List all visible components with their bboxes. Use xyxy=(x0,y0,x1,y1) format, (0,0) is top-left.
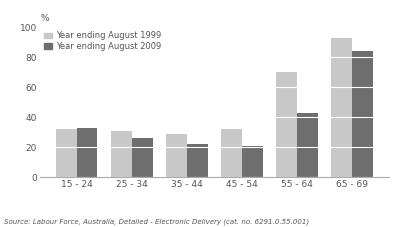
Bar xyxy=(276,72,297,177)
Bar xyxy=(111,131,132,177)
Text: %: % xyxy=(40,14,49,23)
Bar xyxy=(187,144,208,177)
Text: Source: Labour Force, Australia, Detailed - Electronic Delivery (cat. no. 6291.0: Source: Labour Force, Australia, Detaile… xyxy=(4,218,309,225)
Bar xyxy=(77,128,98,177)
Bar xyxy=(132,138,152,177)
Bar xyxy=(56,129,77,177)
Bar xyxy=(166,134,187,177)
Bar xyxy=(297,113,318,177)
Bar xyxy=(221,129,242,177)
Bar xyxy=(242,146,263,177)
Bar xyxy=(331,38,352,177)
Legend: Year ending August 1999, Year ending August 2009: Year ending August 1999, Year ending Aug… xyxy=(44,31,161,51)
Bar xyxy=(352,51,373,177)
